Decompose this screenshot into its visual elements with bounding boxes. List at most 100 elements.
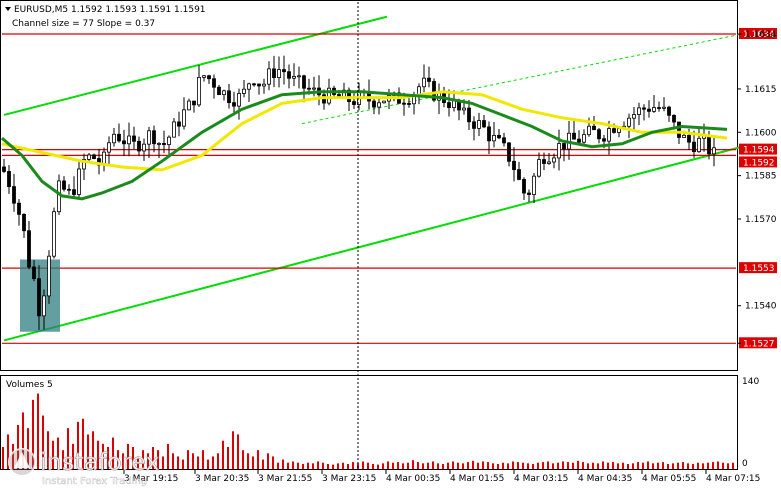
candle-body (162, 143, 166, 146)
candle-body (712, 147, 716, 155)
candle-body (657, 107, 661, 109)
level-price-label: 1.1592 (743, 158, 775, 168)
volume-scale-min: 0 (742, 459, 748, 469)
candle-body (107, 142, 111, 153)
candle-body (617, 128, 621, 133)
time-tick-label: 3 Mar 19:15 (124, 474, 178, 484)
price-tick-label: 1.1600 (745, 128, 777, 138)
candle-body (227, 90, 231, 104)
time-tick-label: 4 Mar 03:15 (514, 474, 568, 484)
candle-body (427, 77, 431, 82)
level-price-tag (739, 262, 777, 274)
channel-line-lower (3, 145, 743, 342)
candle-body (522, 179, 526, 194)
candle-body (267, 68, 271, 85)
channel-info: Channel size = 77 Slope = 0.37 (12, 19, 155, 29)
candle-body (37, 278, 41, 317)
candle-body (192, 100, 196, 106)
candle-body (167, 136, 171, 146)
candle-body (677, 121, 681, 138)
candle-body (662, 106, 666, 109)
volume-label: Volumes 5 (6, 380, 53, 390)
candle-body (147, 130, 151, 145)
candle-body (27, 230, 31, 268)
level-price-tag (739, 156, 777, 168)
candle-body (707, 134, 711, 155)
candle-body (307, 87, 311, 90)
channel-layer (3, 15, 743, 342)
volume-scale-max: 140 (742, 377, 759, 387)
price-tick-label: 1.1570 (745, 215, 777, 225)
candle-body (122, 140, 126, 145)
candle-body (507, 142, 511, 162)
candle-body (682, 134, 686, 138)
level-price-tag (739, 143, 777, 155)
candle-body (47, 255, 51, 297)
candle-body (172, 121, 176, 138)
candle-body (477, 120, 481, 129)
candle-body (462, 107, 466, 111)
candle-body (67, 188, 71, 191)
time-axis: 3 Mar 19:15 3 Mar 20:35 3 Mar 21:55 3 Mar 2… (123, 470, 760, 484)
candle-body (17, 202, 21, 215)
moving-averages-layer (1, 90, 728, 201)
candle-body (157, 143, 161, 145)
candle-body (577, 138, 581, 143)
candle-body (292, 76, 296, 79)
symbol-header: EURUSD,M5 1.1592 1.1593 1.1591 1.1591 (14, 5, 206, 15)
candle-body (487, 126, 491, 142)
candle-body (552, 157, 556, 163)
candle-body (237, 93, 241, 107)
candle-body (12, 186, 16, 204)
chevron-down-icon[interactable] (5, 7, 11, 11)
candle-body (602, 138, 606, 142)
candle-body (692, 141, 696, 153)
candle-body (572, 132, 576, 140)
candle-body (687, 134, 691, 143)
candle-body (282, 69, 286, 73)
candle-body (242, 88, 246, 94)
candle-body (137, 140, 141, 152)
channel-line-upper (3, 15, 388, 116)
time-tick-label: 3 Mar 21:55 (258, 474, 312, 484)
candle-body (247, 83, 251, 90)
instaforex-logo: instaforex Instant Forex Trading (8, 448, 160, 487)
candle-body (587, 125, 591, 136)
candle-body (62, 180, 66, 190)
candle-body (497, 134, 501, 139)
level-price-label: 1.1527 (743, 339, 775, 349)
candle-body (597, 129, 601, 140)
candle-body (607, 128, 611, 142)
time-tick-label: 3 Mar 23:15 (322, 474, 376, 484)
candle-body (472, 121, 476, 129)
candle-body (92, 154, 96, 159)
time-tick-label: 4 Mar 01:55 (450, 474, 504, 484)
candle-body (647, 108, 651, 112)
price-tick-label: 1.1634 (745, 30, 777, 40)
candle-body (532, 175, 536, 195)
volume-bars-layer (2, 393, 734, 469)
candle-body (252, 83, 256, 86)
candle-body (512, 160, 516, 171)
candle-body (112, 133, 116, 144)
candle-body (562, 143, 566, 150)
candle-body (2, 166, 6, 172)
candle-body (197, 77, 201, 106)
candle-body (117, 133, 121, 142)
candle-body (582, 134, 586, 143)
candle-body (127, 135, 131, 145)
candle-body (202, 75, 206, 78)
channel-line-middle (301, 33, 743, 125)
candle-body (592, 125, 596, 131)
candle-body (82, 159, 86, 170)
candle-body (697, 137, 701, 153)
candle-body (152, 130, 156, 145)
level-price-label: 1.1594 (743, 146, 775, 156)
price-tick-label: 1.1585 (745, 172, 777, 182)
level-price-tag (739, 337, 777, 349)
candle-body (652, 107, 656, 112)
candle-body (667, 106, 671, 116)
candle-body (502, 137, 506, 144)
